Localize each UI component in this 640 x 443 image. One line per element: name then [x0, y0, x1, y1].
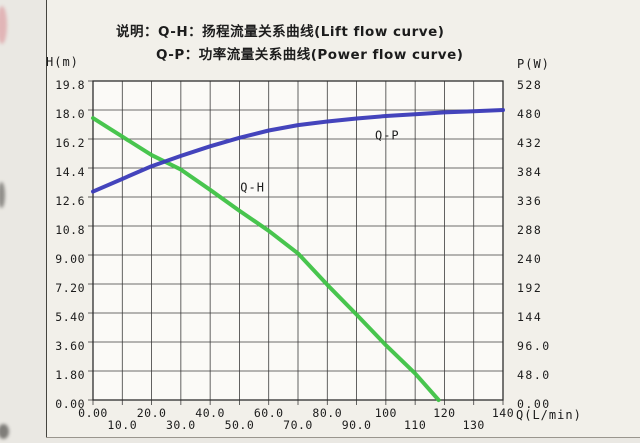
svg-text:5.40: 5.40 [55, 310, 85, 324]
svg-text:100: 100 [375, 406, 397, 420]
svg-text:240: 240 [517, 252, 542, 266]
svg-text:12.6: 12.6 [55, 194, 85, 208]
right-axis-title: P(W) [517, 57, 550, 71]
svg-text:48.0: 48.0 [517, 368, 551, 382]
svg-text:110: 110 [404, 418, 426, 432]
chart-title-line2: Q-P：功率流量关系曲线(Power flow curve) [156, 47, 464, 63]
svg-text:3.60: 3.60 [55, 339, 85, 353]
svg-text:0.00: 0.00 [78, 406, 108, 420]
svg-text:14.4: 14.4 [55, 165, 85, 179]
q-h-curve [91, 116, 441, 402]
svg-text:60.0: 60.0 [254, 406, 284, 420]
x-axis-tick-labels: 0.0010.020.030.040.050.060.070.080.090.0… [78, 406, 514, 432]
svg-text:40.0: 40.0 [195, 406, 225, 420]
svg-text:9.00: 9.00 [55, 252, 85, 266]
svg-text:0.00: 0.00 [55, 397, 85, 411]
svg-text:7.20: 7.20 [55, 281, 85, 295]
svg-text:50.0: 50.0 [225, 418, 255, 432]
svg-text:19.8: 19.8 [55, 78, 85, 92]
scan-artifact [0, 182, 5, 208]
svg-text:144: 144 [517, 310, 542, 324]
right-axis-tick-labels: 528 480 432 384 336 288 240 192 144 96.0 48.0 0.00 [517, 78, 551, 411]
svg-text:0.00: 0.00 [517, 397, 551, 411]
plot-border [92, 80, 504, 401]
svg-text:288: 288 [517, 223, 542, 237]
svg-text:90.0: 90.0 [342, 418, 372, 432]
svg-text:528: 528 [517, 78, 542, 92]
svg-text:80.0: 80.0 [312, 406, 342, 420]
svg-text:10.0: 10.0 [107, 418, 137, 432]
svg-text:16.2: 16.2 [55, 136, 85, 150]
scan-artifact [0, 6, 7, 44]
q-p-curve [91, 108, 505, 194]
chart-title-line1: 说明：Q-H：扬程流量关系曲线(Lift flow curve) [116, 24, 445, 40]
svg-text:10.8: 10.8 [55, 223, 85, 237]
scan-artifact [0, 424, 9, 439]
q-p-curve-label: Q-P [375, 128, 400, 142]
svg-text:192: 192 [517, 281, 542, 295]
sheet-left-border [46, 0, 47, 437]
svg-text:30.0: 30.0 [166, 418, 196, 432]
svg-text:1.80: 1.80 [55, 368, 85, 382]
svg-text:480: 480 [517, 107, 542, 121]
svg-text:20.0: 20.0 [137, 406, 167, 420]
svg-text:384: 384 [517, 165, 542, 179]
svg-text:130: 130 [463, 418, 485, 432]
svg-text:70.0: 70.0 [283, 418, 313, 432]
x-axis-title: Q(L/min) [516, 408, 582, 422]
left-axis-tick-labels: 19.8 18.0 16.2 14.4 12.6 10.8 9.00 7.20 5.40 3.60… [55, 78, 85, 411]
left-axis-title: H(m) [46, 55, 79, 69]
sheet-bottom-border [46, 437, 640, 438]
q-h-curve-label: Q-H [240, 180, 265, 194]
svg-text:18.0: 18.0 [55, 107, 85, 121]
svg-text:140: 140 [492, 406, 514, 420]
svg-text:120: 120 [433, 406, 455, 420]
svg-text:432: 432 [517, 136, 542, 150]
svg-text:336: 336 [517, 194, 542, 208]
svg-text:96.0: 96.0 [517, 339, 551, 353]
